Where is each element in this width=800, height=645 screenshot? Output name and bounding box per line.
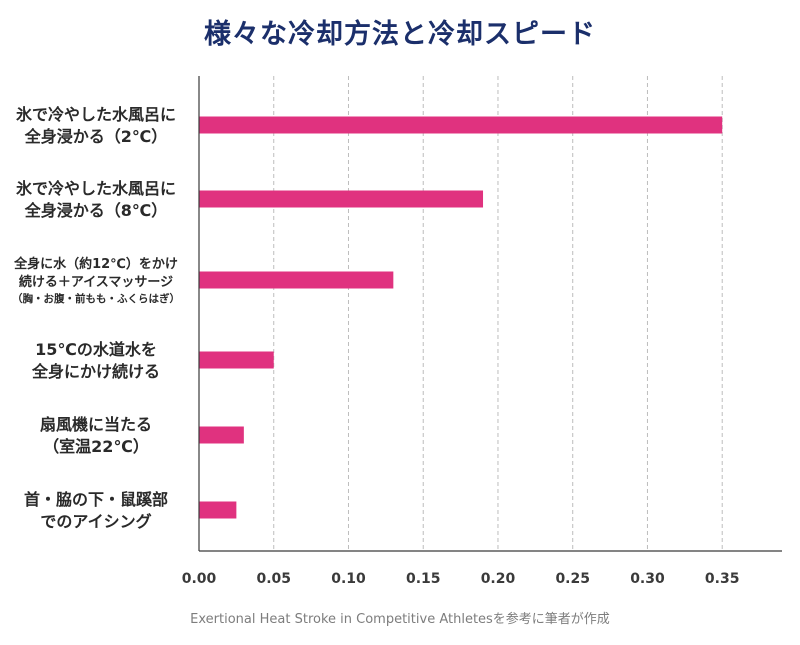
category-label-line: 全身にかけ続ける [31, 362, 160, 381]
category-label-line: 首・脇の下・鼠蹊部 [24, 490, 168, 509]
category-label: 氷で冷やした水風呂に全身浸かる（2℃） [16, 105, 176, 146]
x-tick-label: 0.25 [555, 571, 590, 587]
x-tick-labels: 0.00 0.05 0.10 0.15 0.20 0.25 0.30 0.35 [182, 571, 740, 587]
x-tick-label: 0.15 [406, 571, 441, 587]
grid-lines [273, 76, 723, 551]
bar [199, 351, 274, 369]
category-label-line: 氷で冷やした水風呂に [16, 105, 176, 124]
category-label-line: 15℃の水道水を [35, 340, 157, 359]
category-label-line: （室温22℃） [43, 437, 149, 456]
category-label: 扇風機に当たる （室温22℃） [40, 415, 152, 456]
bar [199, 426, 244, 444]
chart-title: 様々な冷却方法と冷却スピード [204, 19, 596, 50]
category-label-line: 全身浸かる（2℃） [24, 127, 168, 146]
category-label: 15℃の水道水を全身にかけ続ける [31, 340, 160, 381]
category-label-line: 扇風機に当たる [40, 415, 152, 434]
category-label-line: 全身に水（約12℃）をかけ [13, 256, 178, 272]
x-tick-label: 0.20 [481, 571, 516, 587]
category-label: 氷で冷やした水風呂に全身浸かる（8℃） [16, 179, 176, 220]
category-label: 首・脇の下・鼠蹊部でのアイシング [24, 490, 168, 531]
bar [199, 190, 484, 208]
category-label-line: 続ける＋アイスマッサージ [19, 274, 173, 290]
source-note: Exertional Heat Stroke in Competitive At… [190, 612, 610, 627]
x-tick-label: 0.00 [182, 571, 217, 587]
category-label-line: 氷で冷やした水風呂に [16, 179, 176, 198]
bar [199, 271, 394, 289]
x-tick-label: 0.30 [630, 571, 665, 587]
x-tick-label: 0.10 [331, 571, 366, 587]
category-label-line: 全身浸かる（8℃） [24, 201, 168, 220]
category-label-line: （胸・お腹・前もも・ふくらはぎ） [12, 292, 180, 305]
bar [199, 116, 723, 134]
bars [199, 116, 723, 519]
x-tick-label: 0.05 [256, 571, 291, 587]
category-labels: 氷で冷やした水風呂に全身浸かる（2℃）氷で冷やした水風呂に全身浸かる（8℃）全身… [12, 105, 180, 531]
x-tick-label: 0.35 [705, 571, 740, 587]
category-label: 全身に水（約12℃）をかけ続ける＋アイスマッサージ （胸・お腹・前もも・ふくらはぎ… [12, 256, 180, 305]
bar [199, 501, 237, 519]
category-label-line: でのアイシング [40, 512, 151, 531]
